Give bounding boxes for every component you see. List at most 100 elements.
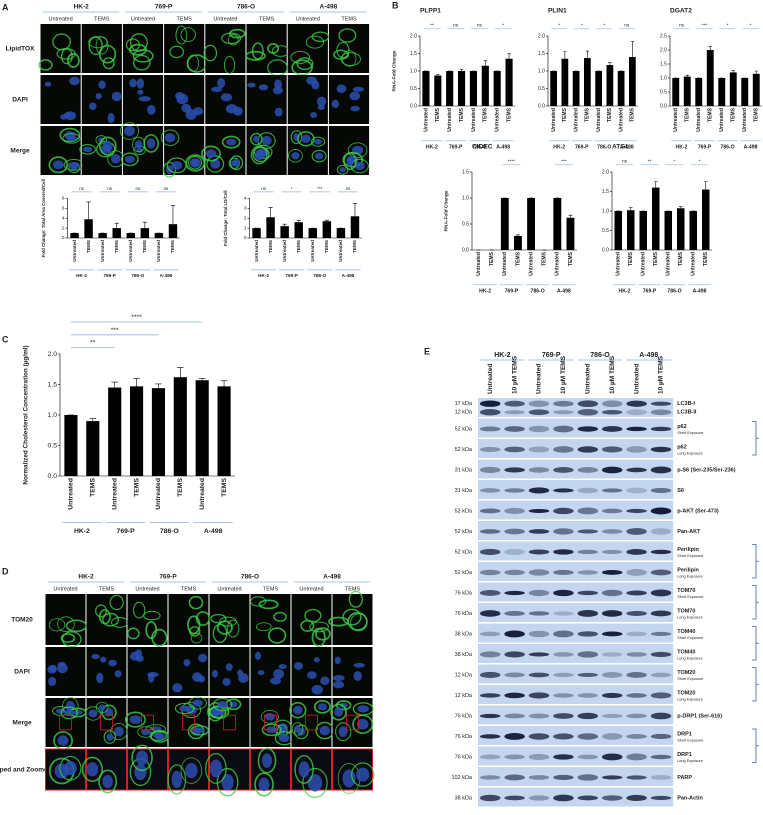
nucleus xyxy=(217,78,226,89)
error-bar xyxy=(653,181,658,188)
bar xyxy=(70,233,79,238)
significance-label: * xyxy=(699,158,701,164)
x-tick-label: TEMS xyxy=(170,240,175,253)
bar xyxy=(595,71,602,106)
blot-group-label: HK-2 xyxy=(494,352,510,359)
band xyxy=(479,466,501,474)
y-tick-label: 1.0 xyxy=(538,68,545,74)
x-tick-label: TEMS xyxy=(568,251,574,266)
nucleus xyxy=(342,769,356,788)
condition-label: TEMS xyxy=(181,586,197,592)
y-tick-label: 0.0 xyxy=(462,247,469,253)
group-label: 786-O xyxy=(131,273,144,278)
nucleus xyxy=(336,84,347,93)
error-bar xyxy=(220,380,228,387)
cell-signal xyxy=(109,594,124,611)
nucleus xyxy=(338,726,348,738)
nucleus xyxy=(86,762,99,777)
molecular-weight: 31 kDa xyxy=(455,488,473,494)
significance-label: * xyxy=(558,22,560,28)
bar xyxy=(706,50,714,106)
band xyxy=(650,754,672,760)
condition-label: TEMS xyxy=(341,16,357,22)
error-bar xyxy=(483,60,488,66)
group-label: A-498 xyxy=(620,145,634,151)
band xyxy=(626,753,647,761)
group-label: HK-2 xyxy=(258,273,269,278)
band xyxy=(601,410,623,415)
panel-letter: A xyxy=(2,2,9,12)
nucleus xyxy=(98,80,106,89)
crop-box xyxy=(223,714,236,731)
condition-label: Untreated xyxy=(299,586,323,592)
cell-signal xyxy=(210,613,227,624)
band xyxy=(504,733,525,740)
band xyxy=(504,528,525,535)
significance-label: * xyxy=(727,22,729,28)
protein-label: TOM40 xyxy=(677,629,695,635)
x-tick-label: Untreated xyxy=(495,108,501,132)
nucleus xyxy=(298,761,310,778)
x-tick-label: TEMS xyxy=(708,107,714,122)
nucleus xyxy=(220,93,233,102)
x-tick-label: Untreated xyxy=(596,108,602,132)
cell-signal xyxy=(203,44,218,62)
x-tick-label: TEMS xyxy=(515,251,521,266)
group-label: HK-2 xyxy=(553,145,565,151)
chart-title: CIDEC xyxy=(472,144,493,151)
crop-box xyxy=(264,714,277,731)
bar xyxy=(173,377,187,476)
lane-label: 10 µM TEMS xyxy=(560,355,567,394)
nucleus xyxy=(106,733,114,741)
molecular-weight: 76 kDa xyxy=(455,590,473,596)
nucleus xyxy=(189,158,201,168)
cell-signal xyxy=(252,146,270,163)
bar xyxy=(553,198,562,250)
band xyxy=(626,487,647,494)
group-label: 769-P xyxy=(449,145,463,151)
band xyxy=(650,426,672,432)
nucleus xyxy=(64,709,75,717)
x-tick-label: TEMS xyxy=(678,251,684,266)
nucleus xyxy=(136,78,145,89)
error-bar xyxy=(703,181,708,190)
x-tick-label: TEMS xyxy=(506,107,512,122)
band xyxy=(577,426,599,432)
cell-signal xyxy=(98,769,118,794)
cell-signal xyxy=(187,155,203,170)
cell-signal xyxy=(273,611,287,622)
band xyxy=(553,630,574,638)
chart-title: ATGL xyxy=(612,144,629,151)
error-bar xyxy=(630,40,635,57)
cell-signal xyxy=(351,762,375,787)
band xyxy=(650,651,672,658)
crop-box xyxy=(182,714,195,731)
group-label: 769-P xyxy=(117,528,136,535)
protein-label: TOM70 xyxy=(677,608,695,614)
band xyxy=(577,774,599,781)
nucleus xyxy=(91,654,100,660)
cell-signal xyxy=(253,144,273,160)
image-tile xyxy=(45,594,86,645)
bar xyxy=(108,387,122,476)
exposure-bracket xyxy=(752,585,759,620)
significance-label: ns xyxy=(477,23,483,28)
band xyxy=(504,569,525,576)
error-bar xyxy=(282,223,287,227)
blot-strip xyxy=(478,398,674,417)
band xyxy=(626,672,647,678)
nucleus xyxy=(258,777,270,792)
significance-label: **** xyxy=(131,314,142,321)
protein-label: PARP xyxy=(677,775,692,781)
band xyxy=(553,693,574,698)
nucleus xyxy=(346,156,354,167)
significance-label: *** xyxy=(561,158,567,164)
protein-label: p-S6 (Ser-235/Ser-236) xyxy=(677,467,736,473)
crop-box xyxy=(59,714,72,731)
cell-signal xyxy=(304,608,322,623)
y-tick-label: 1.5 xyxy=(660,61,667,67)
y-tick-label: 4 xyxy=(62,215,65,220)
band xyxy=(626,426,647,432)
band xyxy=(601,795,623,801)
bar xyxy=(572,71,580,106)
